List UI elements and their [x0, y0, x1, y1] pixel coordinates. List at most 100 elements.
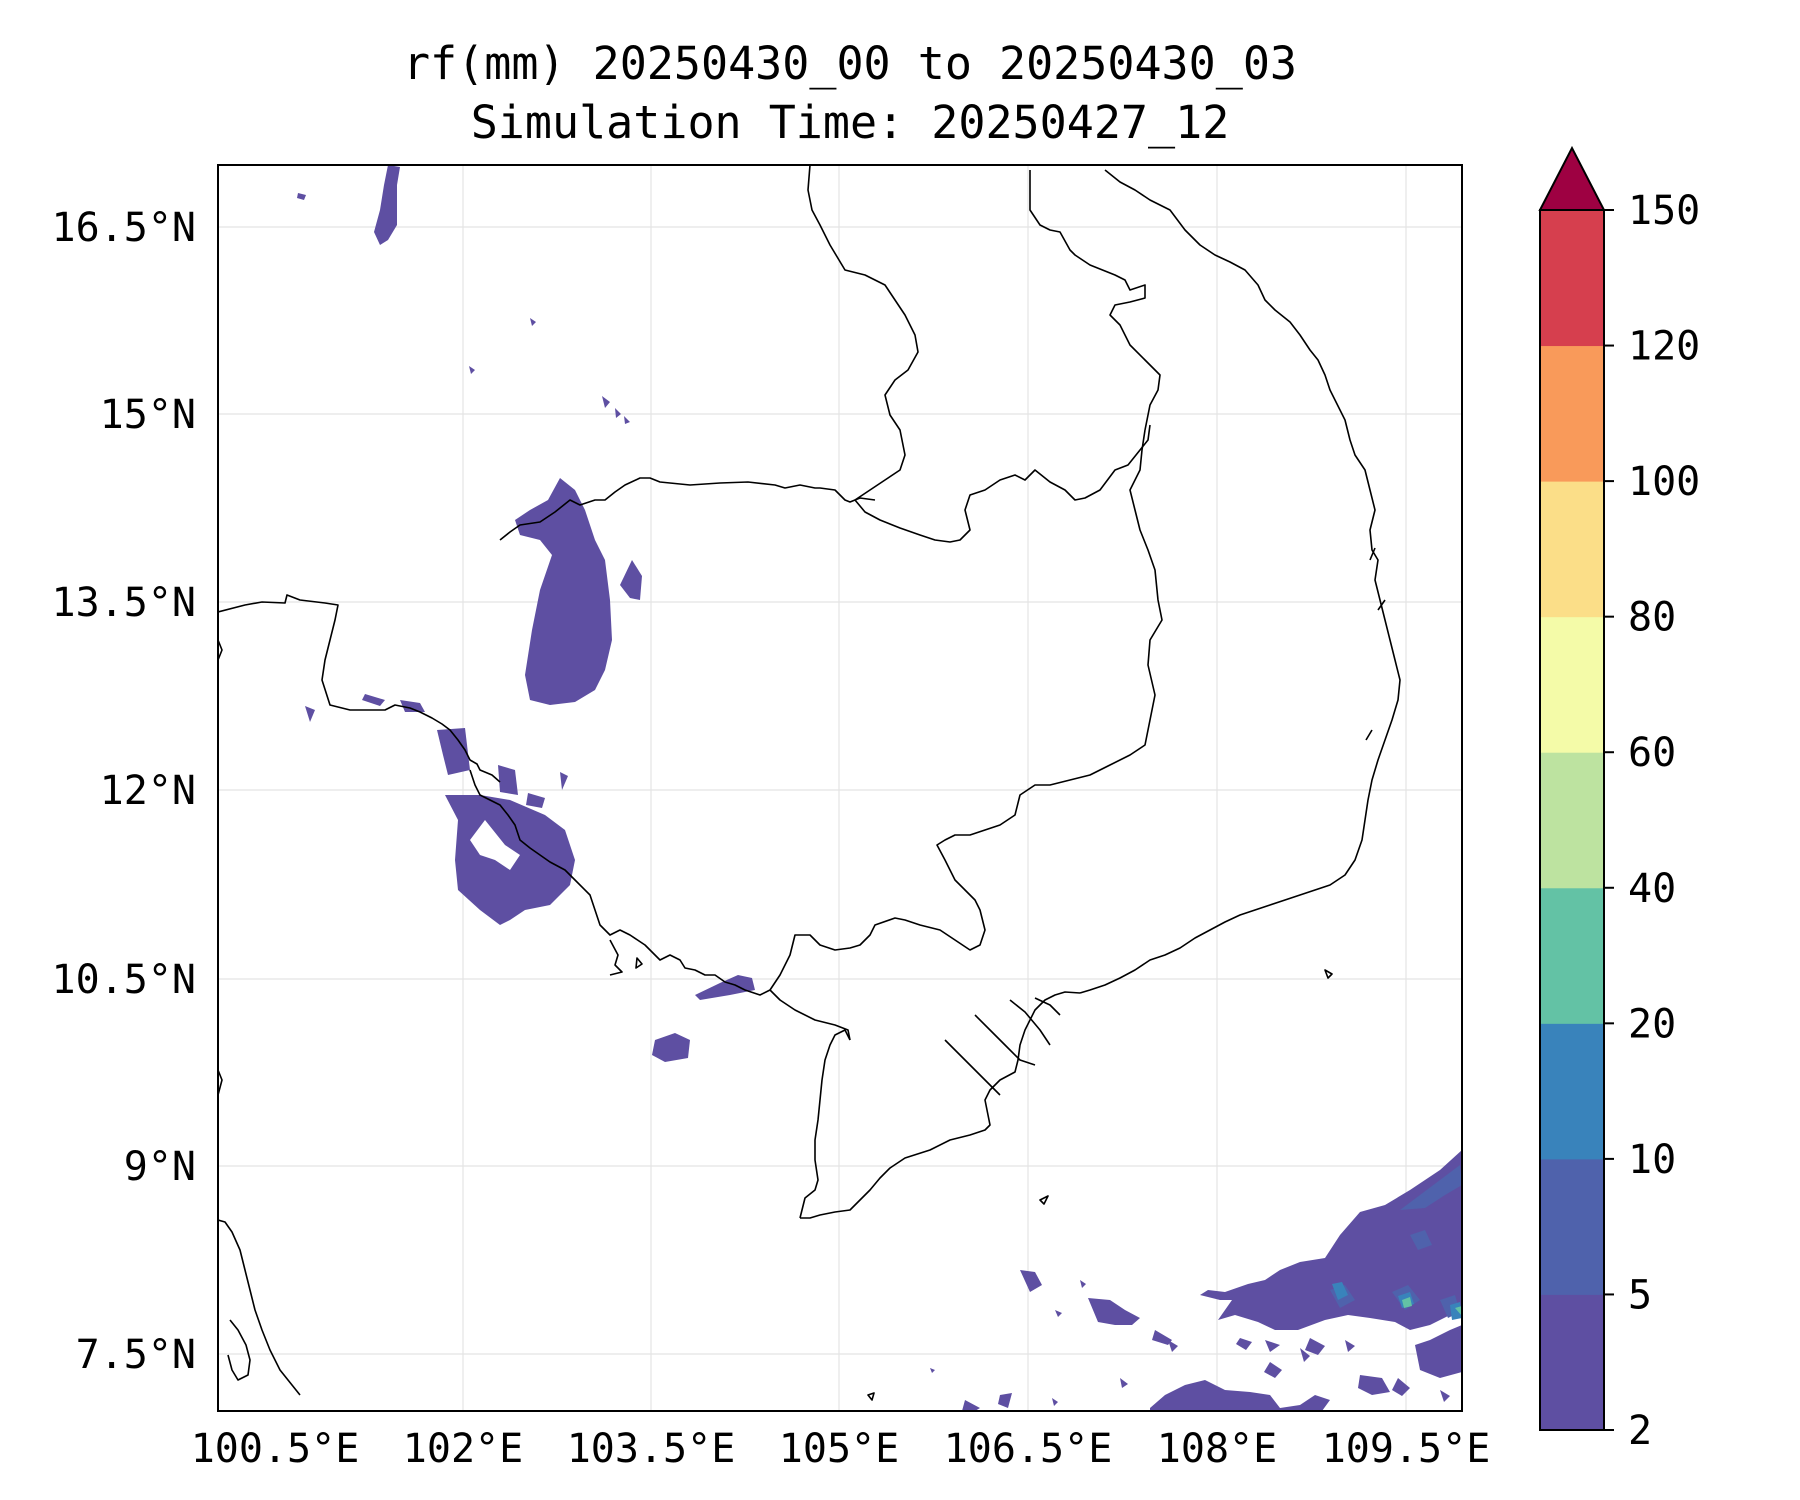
lon-tick-label: 103.5°E: [567, 1426, 736, 1472]
coast-ca-mau: [799, 1029, 851, 1219]
rain-cell-sea-south-22: [930, 1368, 935, 1373]
map-frame: [217, 164, 1463, 1412]
rain-cell-sea-south-16: [998, 1393, 1012, 1408]
map-gridlines: [218, 165, 1462, 1411]
colorbar-tick-label: 150: [1628, 188, 1700, 234]
coast-thailand-west: [218, 1219, 301, 1396]
rain-cell-sea-south-2: [1080, 1280, 1086, 1288]
rain-cell-sea-south-6: [1236, 1338, 1252, 1350]
rain-cell-sea-south-4: [1055, 1310, 1062, 1317]
map-background: [218, 165, 1462, 1411]
coast-vietnam-east: [1079, 169, 1401, 994]
lon-tick-label: 109.5°E: [1322, 1426, 1491, 1472]
rain-cell-dot: [297, 193, 306, 200]
lat-tick-label: 16.5°N: [52, 205, 197, 251]
lon-tick-label: 108°E: [1157, 1426, 1277, 1472]
rain-cell-sea-south-12: [1300, 1348, 1310, 1362]
rain-cell-sea-south-14: [1392, 1378, 1410, 1396]
colorbar-segment: [1540, 345, 1604, 482]
colorbar-segment: [1540, 752, 1604, 889]
rain-cell-sea-south-20: [1168, 1340, 1178, 1352]
rain-cell-sea-south-1: [1020, 1270, 1042, 1292]
colorbar-tick-label: 100: [1628, 459, 1700, 505]
colorbar-tick-label: 80: [1628, 595, 1676, 641]
border-laos-vietnam: [1029, 170, 1161, 431]
rain-cell-dot: [469, 366, 475, 374]
coast-mekong-delta: [800, 991, 1081, 1219]
coast-cambodia-islands: [609, 939, 643, 976]
border-cambodia-thailand: [499, 477, 876, 541]
colorbar-segment: [1540, 210, 1604, 347]
rain-cell-sea-south-11: [1264, 1362, 1282, 1378]
colorbar-tick-label: 120: [1628, 324, 1700, 370]
coast-malaysia-west: [227, 1319, 251, 1381]
lon-tick-label: 100.5°E: [191, 1426, 360, 1472]
rain-cell-north: [374, 165, 400, 245]
lon-tick-label: 106.5°E: [944, 1426, 1113, 1472]
lat-tick-label: 13.5°N: [52, 580, 197, 626]
colorbar-tick-label: 2: [1628, 1408, 1652, 1454]
rain-cell-sea-south-5: [1152, 1330, 1172, 1345]
colorbar-segment: [1540, 887, 1604, 1024]
rain-cell-sea-south-10: [1415, 1325, 1462, 1378]
rain-cell-dot: [530, 318, 536, 326]
rain-cell-south-gulf: [652, 1033, 690, 1062]
colorbar-segment: [1540, 616, 1604, 753]
colorbar-tick-label: 10: [1628, 1137, 1676, 1183]
lon-tick-label: 105°E: [779, 1426, 899, 1472]
rain-cell-sea-south-18: [1150, 1380, 1330, 1411]
rain-cell-sea-south-19: [962, 1400, 980, 1411]
border-laos-west: [807, 165, 919, 501]
rainfall-contours-20-40: [1402, 1297, 1462, 1316]
lat-tick-label: 10.5°N: [52, 957, 197, 1003]
colorbar-tick-label: 20: [1628, 1001, 1676, 1047]
border-thailand-north: [218, 594, 501, 783]
delta-channels: [944, 997, 1061, 1096]
border-cambodia-laos: [854, 424, 1151, 543]
colorbar-tick-label: 40: [1628, 866, 1676, 912]
rain-cell-sea-south-8: [1305, 1338, 1325, 1355]
border-cambodia-vietnam-east: [769, 429, 1163, 991]
rain-cell-gulf-c: [305, 706, 315, 722]
colorbar-segment: [1540, 1023, 1604, 1160]
colorbar: 2 5 10 20 40 60 80 100 120 150: [1538, 145, 1700, 1454]
colorbar-extend-max-arrow: [1538, 145, 1606, 211]
lat-tick-label: 15°N: [100, 392, 196, 438]
rain-cell-sea-south-17: [1052, 1398, 1058, 1406]
coast-vietnam-inlets: [1365, 547, 1386, 741]
coast-small-islands: [218, 969, 1333, 1401]
lat-tick-labels: 16.5°N 15°N 13.5°N 12°N 10.5°N 9°N 7.5°N: [52, 205, 197, 1378]
coastlines-and-borders: [218, 165, 1401, 1401]
rain-cell-sea-south-7: [1265, 1340, 1280, 1352]
rain-cell-cambodia-east: [620, 560, 642, 600]
colorbar-tick-label: 5: [1628, 1272, 1652, 1318]
rain-cell-sea-south-3: [1088, 1298, 1140, 1325]
map-title-line-1: rf(mm) 20250430_00 to 20250430_03: [402, 37, 1298, 90]
lon-tick-labels: 100.5°E 102°E 103.5°E 105°E 106.5°E 108°…: [191, 1426, 1491, 1472]
colorbar-outline: [1539, 209, 1605, 1431]
rain-cell-gulf-e: [498, 765, 518, 795]
colorbar-segment: [1540, 1158, 1604, 1295]
rain-cell-gulf-g: [445, 795, 575, 925]
rain-cell-dots: [602, 396, 630, 424]
map-title-line-2: Simulation Time: 20250427_12: [470, 96, 1230, 149]
rain-cell-sea-east: [1200, 1150, 1462, 1330]
lat-tick-label: 9°N: [124, 1144, 196, 1190]
colorbar-segment: [1540, 481, 1604, 618]
rain-cell-sea-south-15: [1440, 1390, 1450, 1402]
colorbar-tick-label: 60: [1628, 730, 1676, 776]
rain-cell-gulf-a: [362, 694, 385, 706]
coast-cambodia-south: [469, 769, 771, 996]
rainfall-contours: [297, 165, 1462, 1411]
lat-tick-label: 7.5°N: [76, 1332, 196, 1378]
colorbar-segment: [1540, 1294, 1604, 1431]
rain-cell-sea-south-13: [1358, 1375, 1390, 1395]
lat-tick-label: 12°N: [100, 768, 196, 814]
coast-thailand-upper: [218, 639, 223, 661]
rain-cell-gulf-d: [437, 728, 470, 775]
rain-cell-gulf-f: [526, 793, 545, 808]
lon-tick-label: 102°E: [403, 1426, 523, 1472]
rain-cell-gulf-b: [400, 700, 425, 712]
rain-cell-phu-quoc: [695, 975, 755, 1000]
